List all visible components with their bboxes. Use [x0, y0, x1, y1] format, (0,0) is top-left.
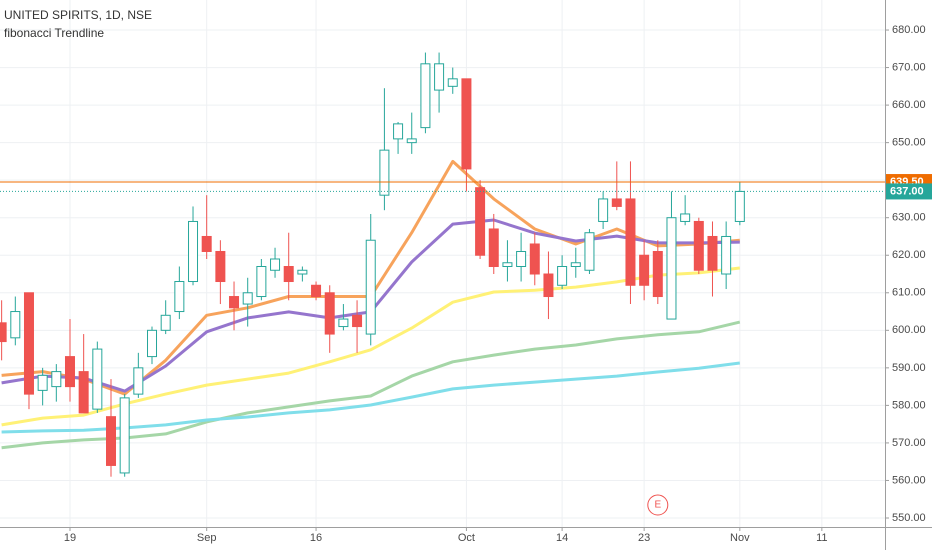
candle-body: [406, 138, 417, 144]
candle-body: [652, 250, 663, 298]
candle-body: [529, 243, 540, 275]
candle-body: [721, 235, 732, 275]
y-tick-label: 570.00: [892, 437, 926, 449]
candle-body: [229, 296, 240, 309]
candle-body: [215, 250, 226, 283]
chart-title: UNITED SPIRITS, 1D, NSE: [4, 8, 152, 22]
candle-body: [570, 262, 581, 268]
candle-body: [639, 254, 650, 286]
candle-body: [625, 198, 636, 286]
candle-body: [51, 371, 62, 388]
candle-body: [324, 292, 335, 335]
candle-body: [78, 371, 89, 414]
x-tick-label: Sep: [197, 532, 217, 544]
x-tick-label: 23: [638, 532, 650, 544]
y-tick-label: 630.00: [892, 212, 926, 224]
candle-body: [23, 292, 34, 395]
y-tick-label: 550.00: [892, 512, 926, 524]
candle-body: [160, 314, 171, 331]
candle-body: [707, 235, 718, 271]
candle-body: [188, 220, 199, 283]
candle-body: [242, 292, 253, 305]
candle-body: [64, 356, 75, 388]
x-tick-label: Nov: [730, 532, 750, 544]
candle-body: [283, 266, 294, 283]
candle-body: [598, 198, 609, 222]
candle-body: [365, 239, 376, 335]
candle-body: [10, 311, 21, 339]
candle-body: [434, 63, 445, 91]
candle-body: [666, 217, 677, 320]
candle-body: [611, 198, 622, 207]
event-label: E: [654, 500, 661, 511]
candle-body: [693, 220, 704, 271]
price-label: 637.00: [890, 185, 924, 197]
y-tick-label: 660.00: [892, 99, 926, 111]
candle-body: [147, 329, 158, 358]
x-tick-label: 19: [64, 532, 76, 544]
y-tick-label: 580.00: [892, 399, 926, 411]
overlay: 550.00 560.00 570.00 580.00 590.00 600.00 610.…: [0, 24, 932, 544]
x-tick-label: 11: [816, 532, 827, 544]
candle-body: [0, 322, 7, 343]
candle-body: [680, 213, 691, 222]
candle-body: [584, 232, 595, 271]
y-tick-label: 680.00: [892, 24, 926, 36]
candle-body: [133, 367, 144, 395]
candle-body: [338, 318, 349, 328]
candle-body: [106, 416, 117, 466]
candle-body: [461, 78, 472, 170]
event-marker: [647, 494, 669, 516]
y-tick-label: 650.00: [892, 137, 926, 149]
candle-body: [37, 374, 48, 391]
x-tick-label: 14: [556, 532, 568, 544]
candle-body: [119, 397, 130, 474]
candle-body: [256, 266, 267, 298]
y-tick-label: 590.00: [892, 362, 926, 374]
candle-body: [516, 250, 527, 268]
x-tick-label: Oct: [458, 532, 475, 544]
candle-body: [379, 149, 390, 196]
candle-body: [270, 258, 281, 271]
candle-body: [543, 273, 554, 298]
y-tick-label: 610.00: [892, 287, 926, 299]
candle-body: [488, 228, 499, 268]
candle-body: [201, 235, 212, 252]
candle-body: [174, 281, 185, 313]
y-tick-label: 600.00: [892, 324, 926, 336]
candle-body: [557, 266, 568, 286]
chart-subtitle: fibonacci Trendline: [4, 26, 104, 40]
y-tick-label: 670.00: [892, 61, 926, 73]
x-tick-label: 16: [310, 532, 322, 544]
y-tick-label: 620.00: [892, 249, 926, 261]
candle-body: [352, 314, 363, 328]
y-tick-label: 560.00: [892, 474, 926, 486]
candle-body: [393, 123, 404, 140]
candle-body: [734, 190, 745, 222]
candle-body: [92, 348, 103, 410]
price-label-bg: [886, 183, 932, 200]
candle-body: [311, 284, 322, 298]
candle-body: [420, 63, 431, 129]
candle-body: [297, 269, 308, 275]
candles: [0, 52, 745, 477]
candle-body: [447, 78, 458, 87]
candle-body: [475, 187, 486, 256]
candle-body: [502, 262, 513, 268]
